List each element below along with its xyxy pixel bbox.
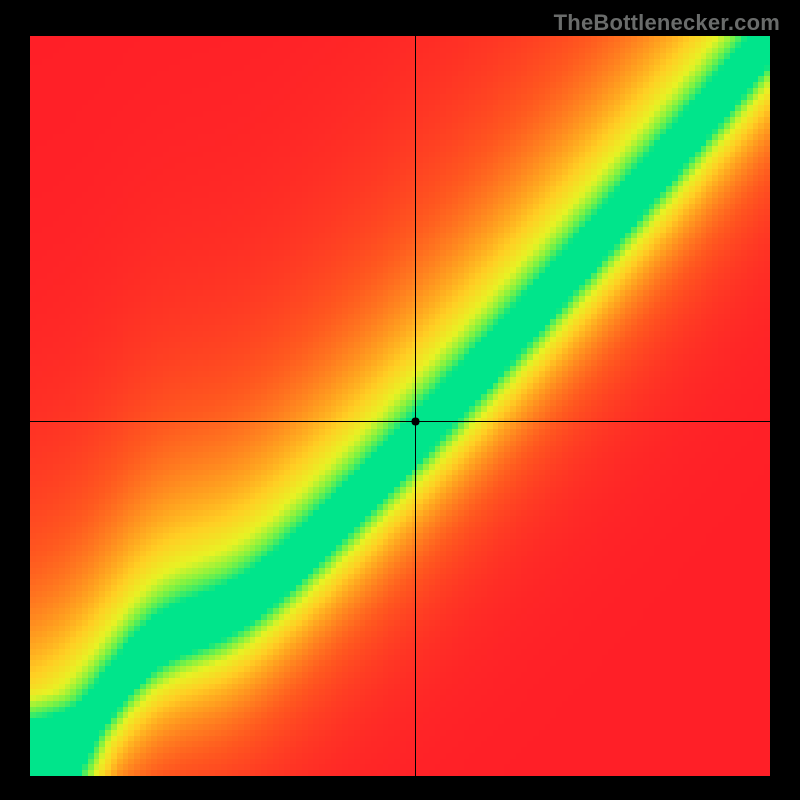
bottleneck-heatmap <box>30 36 770 776</box>
watermark-text: TheBottlenecker.com <box>554 10 780 36</box>
chart-container: TheBottlenecker.com <box>0 0 800 800</box>
